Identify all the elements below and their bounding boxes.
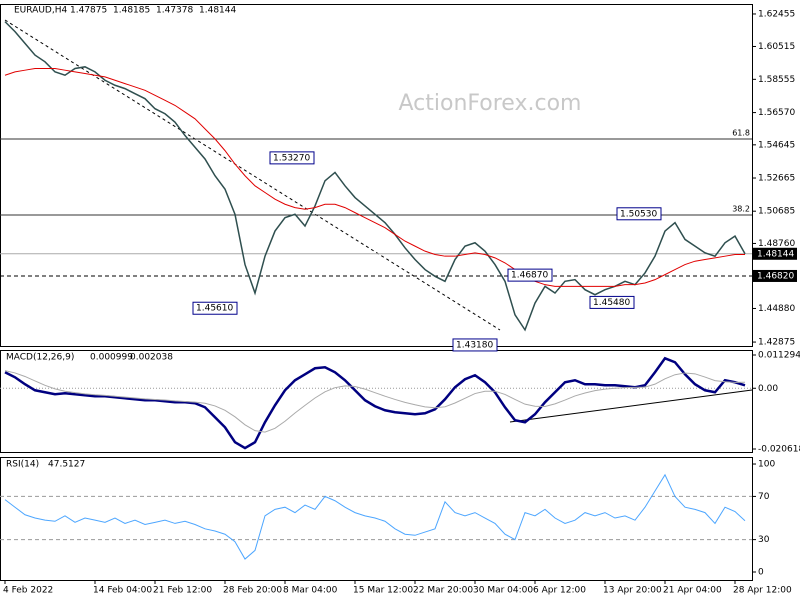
x-tick-label: 21 Apr 04:00 [663,586,722,596]
signal-value: 0.002038 [130,353,173,363]
y-tick-label: 70 [758,492,770,502]
x-tick-label: 15 Mar 12:00 [353,586,413,596]
y-tick-label: -0.020618 [758,444,800,454]
x-tick-label: 8 Mar 04:00 [283,586,338,596]
series-line [4,370,746,433]
y-tick-label: 1.54645 [758,140,795,150]
annotation-box [507,268,553,282]
y-tick-label: 0 [758,568,764,578]
annotation-box [589,295,635,309]
annotation-label: 1.43180 [456,340,493,350]
annotation-label: 1.45480 [593,298,630,308]
series-line [4,473,746,560]
x-tick-label: 13 Apr 20:00 [603,586,662,596]
y-tick-label: 1.58555 [758,75,795,85]
rsi-title: RSI(14) [6,460,39,470]
y-tick-label: 1.60515 [758,42,795,52]
y-tick-label: 1.50685 [758,207,795,217]
x-tick-label: 21 Feb 12:00 [153,586,212,596]
price-panel [0,4,753,347]
rsi-value: 47.5127 [48,460,85,470]
y-tick-label: 0.00 [758,384,778,394]
current-label: 1.48144 [757,249,794,259]
x-tick-label: 6 Apr 12:00 [533,586,586,596]
macd-trendline [509,389,753,423]
annotation-label: 1.46870 [511,271,548,281]
annotation-box [452,338,498,352]
current-box [753,247,797,260]
macd-title: MACD(12,26,9) [6,353,74,363]
annotation-box [269,151,315,165]
series-line [4,68,745,287]
x-tick-label: 14 Feb 04:00 [93,586,152,596]
open: 1.47875 [70,6,107,16]
annotation-box [616,207,662,221]
support-box [753,269,797,282]
y-tick-label: 100 [758,460,775,470]
y-tick-label: 1.48760 [758,239,795,249]
x-tick-label: 28 Apr 12:00 [733,586,792,596]
y-tick-label: 0.011294 [758,350,800,360]
high: 1.48185 [113,6,150,16]
macd-panel [0,350,753,453]
x-tick-label: 4 Feb 2022 [3,586,53,596]
annotation-label: 1.53270 [273,153,310,163]
y-tick-label: 1.44880 [758,304,795,314]
annotation-label: 1.45610 [196,304,233,314]
y-tick-label: 1.62455 [758,9,795,19]
watermark: ActionForex.com [399,91,582,116]
x-tick-label: 30 Mar 04:00 [473,586,533,596]
rsi-panel [0,457,753,581]
low: 1.47378 [156,6,193,16]
close: 1.48144 [199,6,236,16]
fib-label: 61.8 [732,129,750,138]
y-tick-label: 30 [758,535,770,545]
support-label: 1.46820 [757,271,794,281]
price-trendline [4,19,501,331]
fib-label: 38.2 [732,204,750,213]
macd-value: 0.000999 [90,353,133,363]
y-tick-label: 1.42875 [758,338,795,348]
y-tick-label: 1.52665 [758,174,795,184]
annotation-box [192,301,238,315]
x-tick-label: 22 Mar 20:00 [413,586,473,596]
y-tick-label: 1.56570 [758,108,795,118]
series-line [4,21,746,332]
x-tick-label: 28 Feb 20:00 [223,586,282,596]
series-line [4,356,746,450]
annotation-label: 1.50530 [620,209,657,219]
symbol-title: EURAUD,H4 [14,6,67,16]
